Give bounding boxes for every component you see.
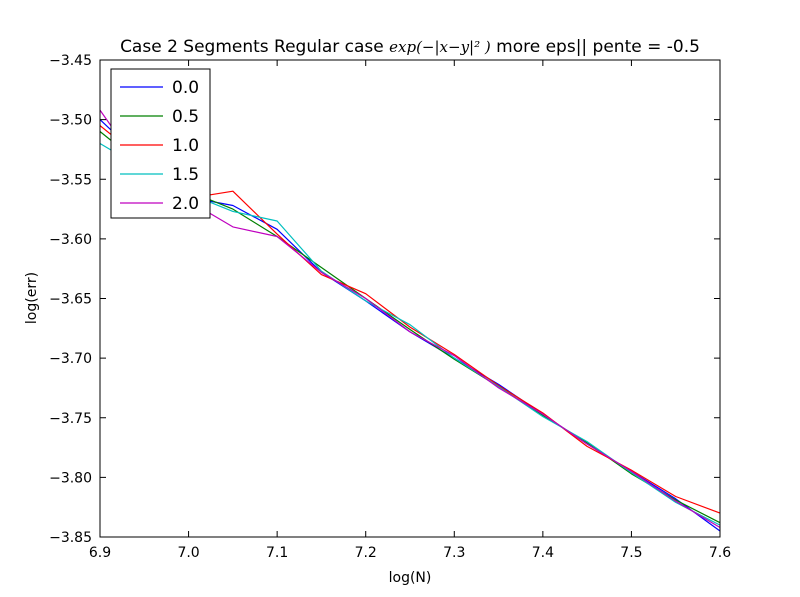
x-tick-label: 7.2 <box>355 545 377 561</box>
y-tick-label: −3.80 <box>49 470 92 486</box>
legend-label-1: 0.5 <box>172 107 199 127</box>
x-axis-label: log(N) <box>389 570 432 586</box>
tick-layer: 6.9 7.0 7.1 7.2 7.3 7.4 7.5 7.6 −3.45 −3.50 −3.55 −… <box>49 53 731 561</box>
legend-label-0: 0.0 <box>172 78 199 98</box>
y-tick-label: −3.70 <box>49 351 92 367</box>
y-tick-label: −3.85 <box>49 530 92 546</box>
legend-box <box>110 68 211 219</box>
legend-label-3: 1.5 <box>172 165 199 185</box>
y-tick-label: −3.75 <box>49 411 92 427</box>
x-tick-label: 6.9 <box>89 545 111 561</box>
legend-label-2: 1.0 <box>172 136 199 156</box>
chart-title-math: exp(−|x−y|² ) <box>389 38 491 56</box>
x-tick-label: 7.5 <box>620 545 642 561</box>
legend-label-4: 2.0 <box>172 194 199 214</box>
x-tick-label: 7.6 <box>709 545 731 561</box>
x-tick-label: 7.4 <box>532 545 554 561</box>
y-axis-label: log(err) <box>24 272 40 324</box>
legend-entries: 0.0 0.5 1.0 1.5 2.0 <box>120 78 199 214</box>
y-tick-label: −3.65 <box>49 292 92 308</box>
chart-title: Case 2 Segments Regular case exp(−|x−y|²… <box>120 37 700 57</box>
x-tick-label: 7.0 <box>177 545 199 561</box>
legend: 0.0 0.5 1.0 1.5 2.0 <box>110 68 211 219</box>
y-tick-label: −3.50 <box>49 113 92 129</box>
x-tick-label: 7.3 <box>443 545 465 561</box>
x-tick-label: 7.1 <box>266 545 288 561</box>
y-tick-label: −3.45 <box>49 53 92 69</box>
chart-title-suffix: more eps|| pente = -0.5 <box>491 37 700 57</box>
chart-title-prefix: Case 2 Segments Regular case <box>120 37 389 57</box>
y-tick-label: −3.55 <box>49 172 92 188</box>
y-tick-label: −3.60 <box>49 232 92 248</box>
